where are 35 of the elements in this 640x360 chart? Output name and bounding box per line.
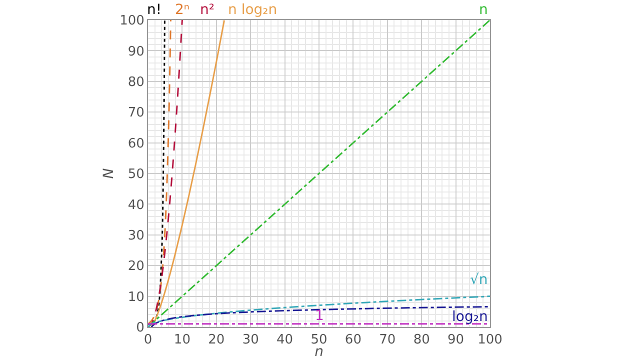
x-tick-label: 60 <box>344 332 362 348</box>
series-label: 2ⁿ <box>175 2 190 18</box>
y-tick-label: 70 <box>128 106 144 121</box>
x-tick-label: 40 <box>276 332 294 348</box>
y-tick-label: 90 <box>128 44 144 60</box>
line-series <box>150 306 490 327</box>
series-label: 1 <box>315 308 324 324</box>
line-series <box>148 20 183 327</box>
line-series <box>148 20 166 325</box>
y-tick-label: 80 <box>128 74 144 90</box>
x-tick-label: 10 <box>174 332 190 348</box>
x-tick-label: 30 <box>242 332 259 348</box>
x-tick-label: 100 <box>478 332 502 348</box>
y-axis-title: N <box>101 168 118 179</box>
y-tick-label: 100 <box>120 14 144 29</box>
x-tick-label: 20 <box>208 332 225 348</box>
x-tick-label: 90 <box>448 332 464 348</box>
y-tick-label: 50 <box>128 167 144 182</box>
x-tick-label: 80 <box>413 332 430 348</box>
series-label: n <box>479 2 488 18</box>
line-series <box>150 20 226 327</box>
series-label: n log₂n <box>228 2 278 18</box>
y-tick-label: 0 <box>136 320 144 336</box>
series-label: √n <box>470 272 488 288</box>
line-series <box>148 20 172 325</box>
series-label: log₂n <box>452 309 488 325</box>
series-label: n² <box>200 2 214 18</box>
x-tick-label: 70 <box>379 332 396 348</box>
y-tick-label: 10 <box>128 290 144 305</box>
y-tick-label: 30 <box>128 228 144 244</box>
y-tick-label: 60 <box>128 136 144 152</box>
line-series <box>148 296 490 327</box>
y-tick-label: 40 <box>128 198 144 213</box>
series-label: n! <box>147 2 162 18</box>
y-tick-label: 20 <box>128 259 144 274</box>
